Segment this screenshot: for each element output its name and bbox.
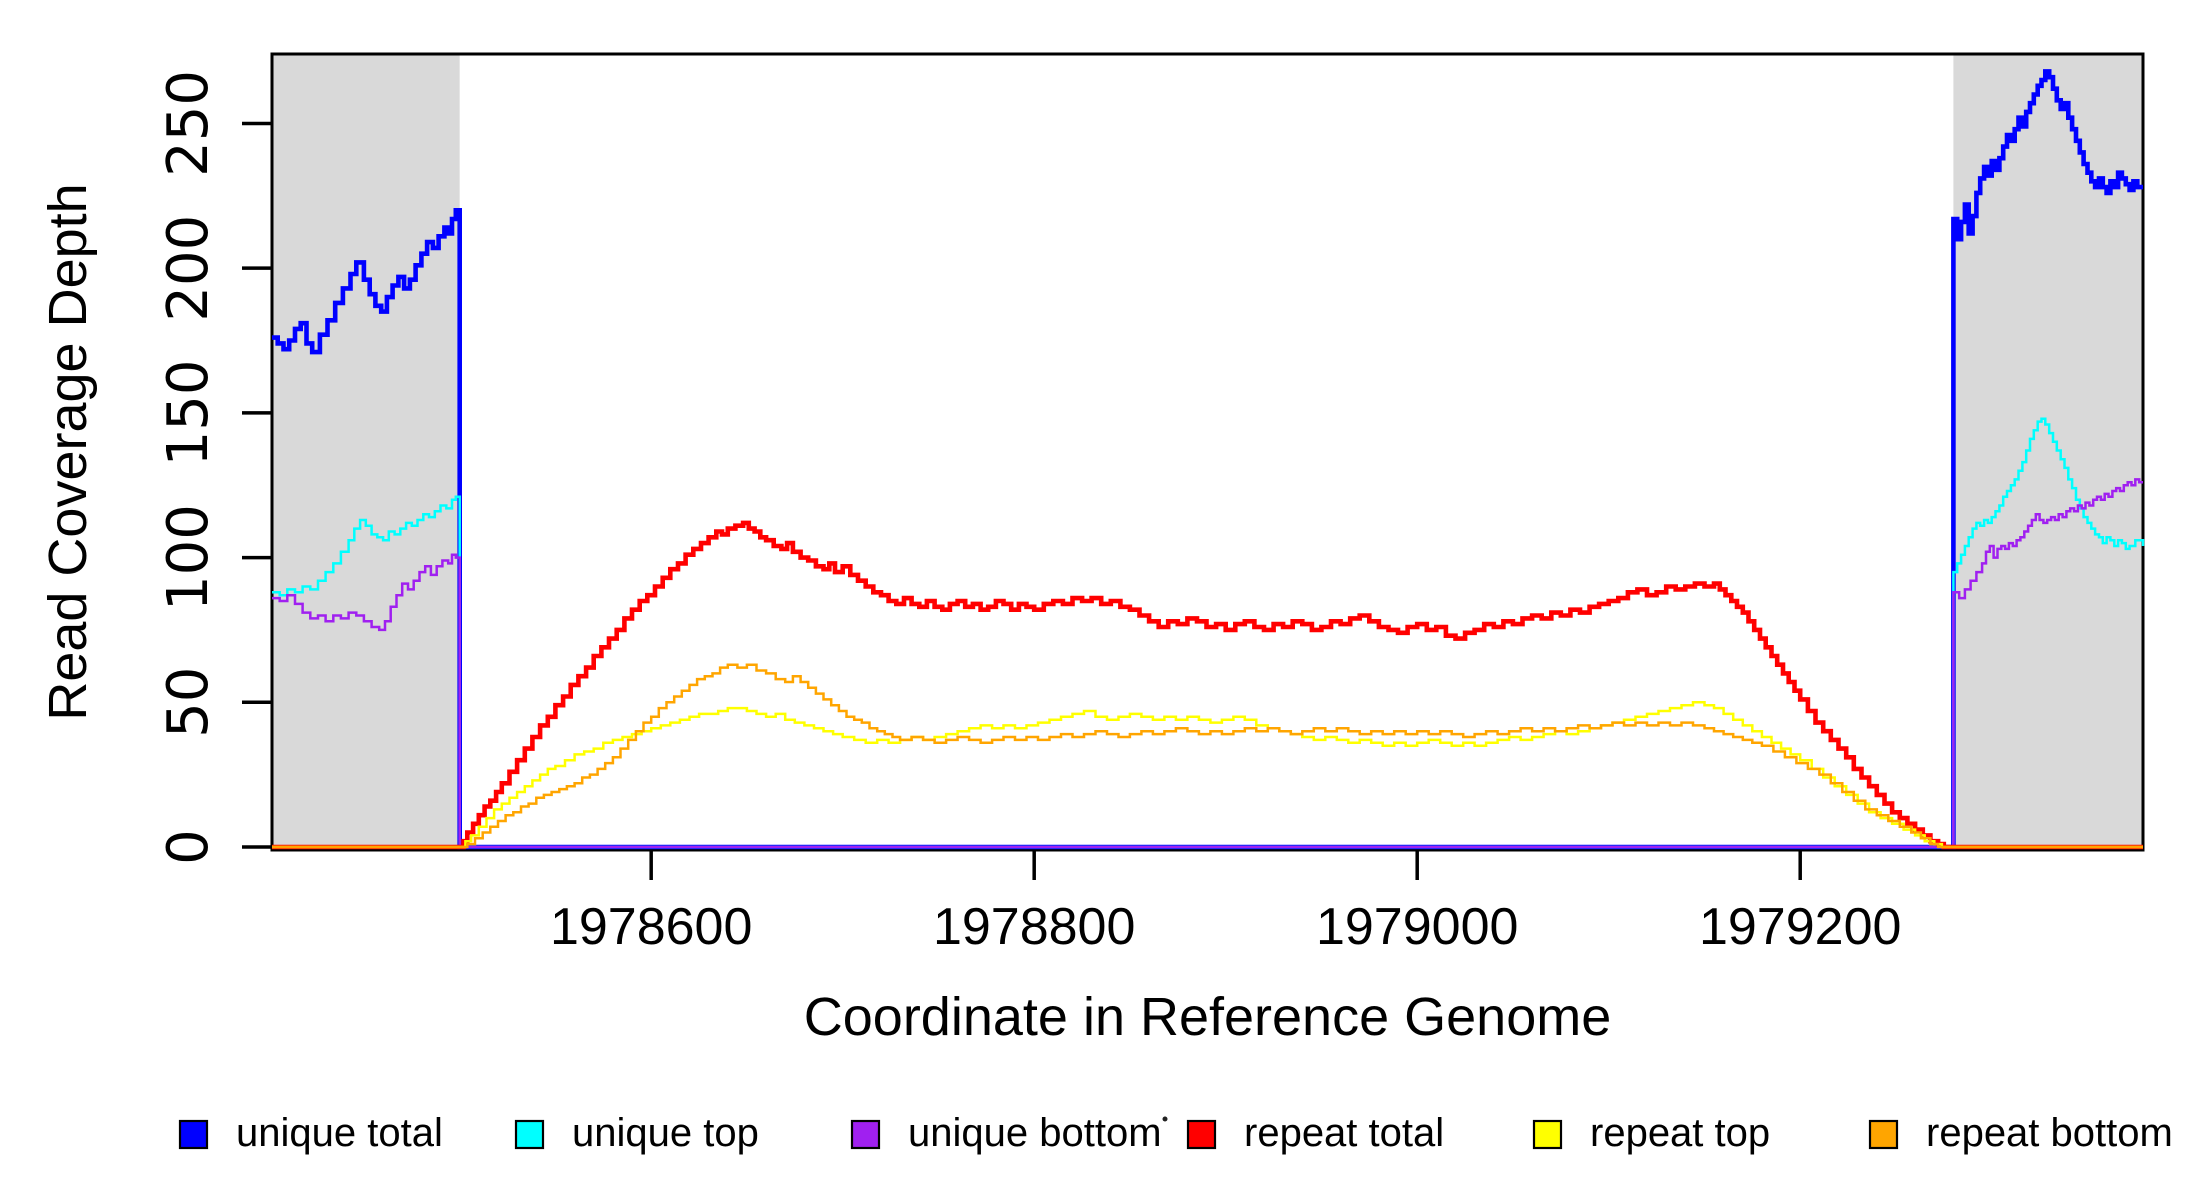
plot-frame (270, 52, 2145, 852)
series-line-unique-total (272, 69, 2143, 850)
legend-item-repeat-total: repeat total (1186, 1111, 1444, 1155)
series-lines (272, 69, 2145, 850)
x-axis: 1978600 1978800 1979000 1979200 Coordinate i… (550, 850, 1901, 1047)
series-line-repeat-top (272, 701, 2143, 849)
shaded-region-0 (272, 54, 460, 850)
legend-item-repeat-top: repeat top (1532, 1111, 1770, 1155)
legend-label: unique total (236, 1111, 443, 1155)
y-axis: 0 50 100 150 200 250 Read Coverage Depth (38, 70, 272, 865)
legend-label: repeat top (1590, 1111, 1770, 1155)
y-tick-label: 200 (156, 215, 221, 322)
legend-swatch-unique-total (178, 1119, 209, 1150)
x-axis-title: Coordinate in Reference Genome (804, 987, 1611, 1047)
legend: unique total unique top unique bottom repea… (178, 1111, 2173, 1155)
series-line-repeat-total (272, 520, 2143, 850)
series-line-repeat-bottom (272, 663, 2143, 849)
x-tick-label: 1979200 (1699, 898, 1901, 956)
legend-swatch-repeat-bottom (1868, 1119, 1899, 1150)
series-line-unique-bottom (272, 478, 2143, 849)
legend-label: repeat total (1244, 1111, 1444, 1155)
legend-label: repeat bottom (1926, 1111, 2173, 1155)
legend-swatch-unique-bottom (850, 1119, 881, 1150)
legend-item-unique-total: unique total (178, 1111, 443, 1155)
legend-swatch-repeat-top (1532, 1119, 1563, 1150)
legend-label: unique top (572, 1111, 759, 1155)
series-line-unique-top (272, 417, 2145, 849)
legend-label: unique bottom (908, 1111, 1162, 1155)
legend-item-repeat-bottom: repeat bottom (1868, 1111, 2173, 1155)
y-tick-label: 150 (156, 359, 221, 466)
y-axis-title: Read Coverage Depth (38, 183, 98, 720)
legend-item-unique-top: unique top (514, 1111, 759, 1155)
legend-swatch-unique-top (514, 1119, 545, 1150)
y-tick-label: 0 (156, 829, 221, 865)
x-tick-label: 1979000 (1316, 898, 1518, 956)
x-tick-label: 1978600 (550, 898, 752, 956)
legend-item-unique-bottom: unique bottom (850, 1111, 1162, 1155)
stray-dot-artifact (1162, 1116, 1168, 1122)
y-tick-label: 100 (156, 504, 221, 611)
y-tick-label: 250 (156, 70, 221, 177)
y-tick-label: 50 (156, 667, 221, 738)
legend-swatch-repeat-total (1186, 1119, 1217, 1150)
x-tick-label: 1978800 (933, 898, 1135, 956)
